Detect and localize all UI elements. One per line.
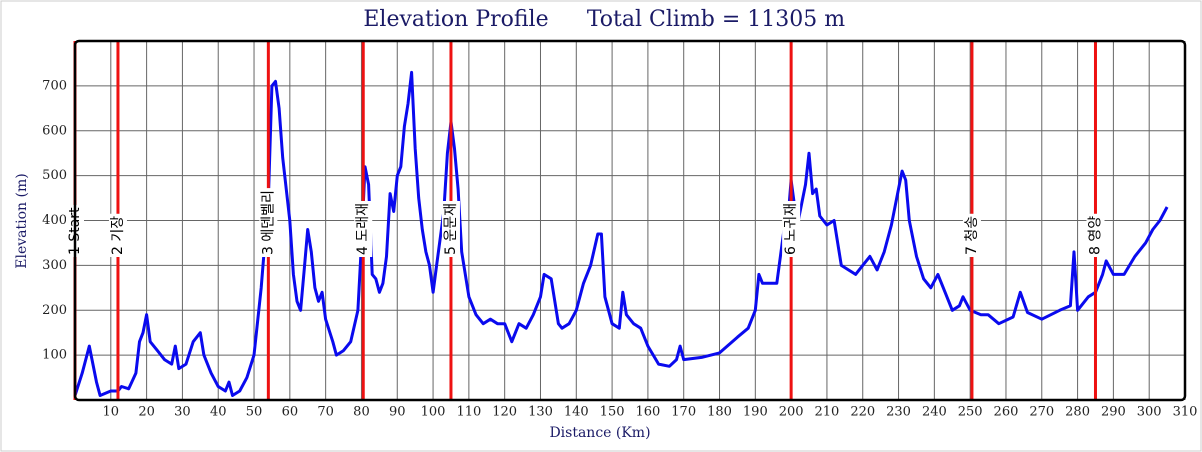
marker-label: 8 영양 <box>1087 216 1103 255</box>
marker-label: 4 도래재 <box>355 203 371 255</box>
x-tick-label: 230 <box>886 405 911 420</box>
x-tick-label: 120 <box>492 405 517 420</box>
x-tick-label: 310 <box>1173 405 1198 420</box>
marker-label-bg <box>1086 213 1105 257</box>
x-tick-label: 100 <box>421 405 446 420</box>
marker-label-group: 5 운문재 <box>441 201 460 257</box>
y-tick-label: 300 <box>42 258 67 273</box>
x-tick-label: 220 <box>850 405 875 420</box>
elevation-line <box>75 70 1169 397</box>
marker-label: 5 운문재 <box>443 203 459 255</box>
x-tick-label: 80 <box>353 405 370 420</box>
x-axis-label: Distance (Km) <box>549 425 650 441</box>
marker-label-bg <box>259 188 278 257</box>
marker-label: 7 청송 <box>964 216 980 255</box>
y-tick-label: 200 <box>42 303 67 318</box>
marker-label-group: 2 기장 <box>108 213 127 257</box>
x-tick-label: 60 <box>282 405 299 420</box>
x-tick-label: 280 <box>1065 405 1090 420</box>
x-tick-label: 160 <box>635 405 660 420</box>
y-tick-label: 100 <box>42 348 67 363</box>
marker-label-bg <box>782 201 801 257</box>
y-axis-label: Elevation (m) <box>14 173 30 268</box>
x-tick-label: 290 <box>1101 405 1126 420</box>
x-tick-label: 70 <box>317 405 334 420</box>
x-tick-label: 260 <box>994 405 1019 420</box>
x-tick-label: 240 <box>922 405 947 420</box>
marker-label-bg <box>108 213 127 257</box>
x-tick-label: 90 <box>389 405 406 420</box>
marker-label-group: 6 노귀재 <box>782 201 801 257</box>
x-tick-label: 200 <box>779 405 804 420</box>
x-tick-label: 210 <box>815 405 840 420</box>
x-tick-label: 140 <box>564 405 589 420</box>
marker-label-group: 8 영양 <box>1086 213 1105 257</box>
x-tick-label: 190 <box>743 405 768 420</box>
marker-label-group: 3 에덴벨리 <box>259 188 278 257</box>
marker-label-group: 7 청송 <box>962 213 981 257</box>
y-tick-label: 700 <box>42 78 67 93</box>
marker-label-group: 4 도래재 <box>354 201 373 257</box>
x-tick-label: 130 <box>528 405 553 420</box>
x-tick-label: 30 <box>174 405 191 420</box>
marker-label: 3 에덴벨리 <box>260 190 276 255</box>
x-tick-label: 150 <box>600 405 625 420</box>
y-tick-label: 400 <box>42 213 67 228</box>
marker-label-bg <box>441 201 460 257</box>
x-tick-label: 250 <box>958 405 983 420</box>
x-tick-label: 20 <box>138 405 155 420</box>
chart-title: Elevation Profile <box>363 7 548 32</box>
y-tick-label: 500 <box>42 168 67 183</box>
marker-label: 2 기장 <box>110 216 126 255</box>
y-tick-label: 600 <box>42 123 67 138</box>
marker-label: 6 노귀재 <box>783 203 799 255</box>
x-tick-label: 270 <box>1029 405 1054 420</box>
plot-border <box>73 39 1187 402</box>
marker-label-bg <box>962 213 981 257</box>
x-tick-label: 50 <box>246 405 263 420</box>
x-tick-label: 300 <box>1137 405 1162 420</box>
x-tick-label: 110 <box>456 405 481 420</box>
chart-subtitle: Total Climb = 11305 m <box>587 7 845 32</box>
x-tick-label: 10 <box>103 405 120 420</box>
x-tick-label: 180 <box>707 405 732 420</box>
x-tick-label: 40 <box>210 405 227 420</box>
marker-label-bg <box>354 201 373 257</box>
x-tick-label: 170 <box>671 405 696 420</box>
